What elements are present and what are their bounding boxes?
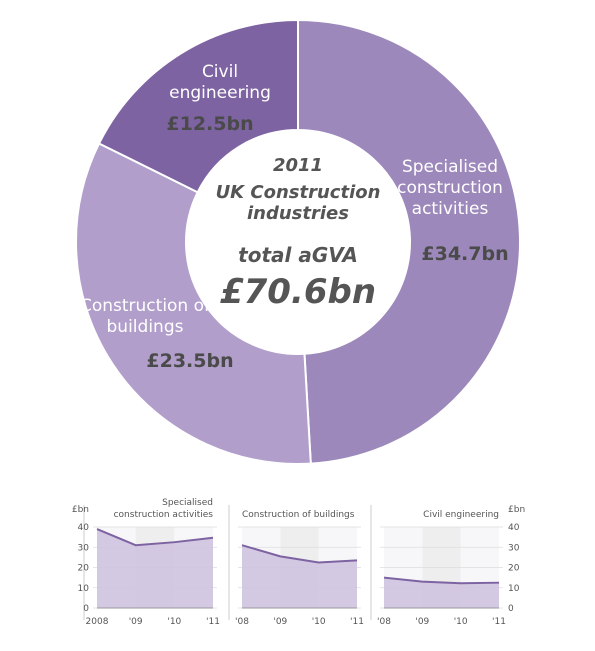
y-axis-label: £bn — [72, 505, 89, 515]
center-subtitle: UK Construction industries — [215, 182, 381, 224]
x-tick-label: '11 — [350, 617, 364, 627]
panel-title: Specialised construction activities — [114, 498, 214, 520]
y-axis-label: £bn — [508, 505, 525, 515]
y-tick-label: 0 — [83, 604, 89, 614]
segment-label: Construction of buildings — [79, 296, 211, 337]
y-tick-label: 40 — [78, 523, 90, 533]
x-tick-label: '10 — [167, 617, 181, 627]
donut-segment — [297, 18, 521, 465]
line — [96, 528, 214, 547]
line — [383, 576, 500, 585]
y-tick-label: 30 — [508, 543, 520, 553]
x-tick-label: 2008 — [86, 617, 109, 627]
x-tick-label: '08 — [235, 617, 249, 627]
y-tick-label: 40 — [508, 523, 520, 533]
segment-value: £12.5bn — [166, 113, 254, 135]
y-tick-label: 20 — [508, 564, 520, 574]
x-tick-label: '11 — [206, 617, 220, 627]
segment-label: Civil engineering — [169, 62, 271, 103]
x-tick-label: '09 — [415, 617, 429, 627]
area — [97, 529, 213, 608]
center-label: total aGVA — [238, 243, 358, 267]
segment-label: Specialised construction activities — [397, 157, 503, 219]
panel-title: Civil engineering — [423, 510, 499, 520]
x-tick-label: '09 — [129, 617, 143, 627]
y-tick-label: 0 — [508, 604, 514, 614]
x-tick-label: '11 — [492, 617, 506, 627]
area — [384, 577, 499, 608]
y-tick-label: 30 — [78, 543, 90, 553]
x-tick-label: '09 — [273, 617, 287, 627]
line — [241, 544, 358, 564]
panel-title-line: construction activities — [114, 510, 214, 520]
y-tick-label: 20 — [78, 564, 90, 574]
segment-value: £23.5bn — [146, 350, 234, 372]
x-tick-label: '08 — [377, 617, 391, 627]
y-tick-label: 10 — [508, 584, 520, 594]
donut-segment — [97, 18, 299, 194]
x-tick-label: '10 — [312, 617, 326, 627]
center-title: 2011 — [272, 155, 324, 176]
y-tick-label: 10 — [78, 584, 90, 594]
panel-title: Construction of buildings — [242, 510, 355, 520]
segment-value: £34.7bn — [421, 243, 509, 265]
x-tick-label: '10 — [454, 617, 468, 627]
area — [242, 545, 357, 608]
donut-segment — [75, 142, 312, 465]
center-value: £70.6bn — [219, 272, 377, 312]
panel-title-line: Specialised — [162, 498, 213, 508]
